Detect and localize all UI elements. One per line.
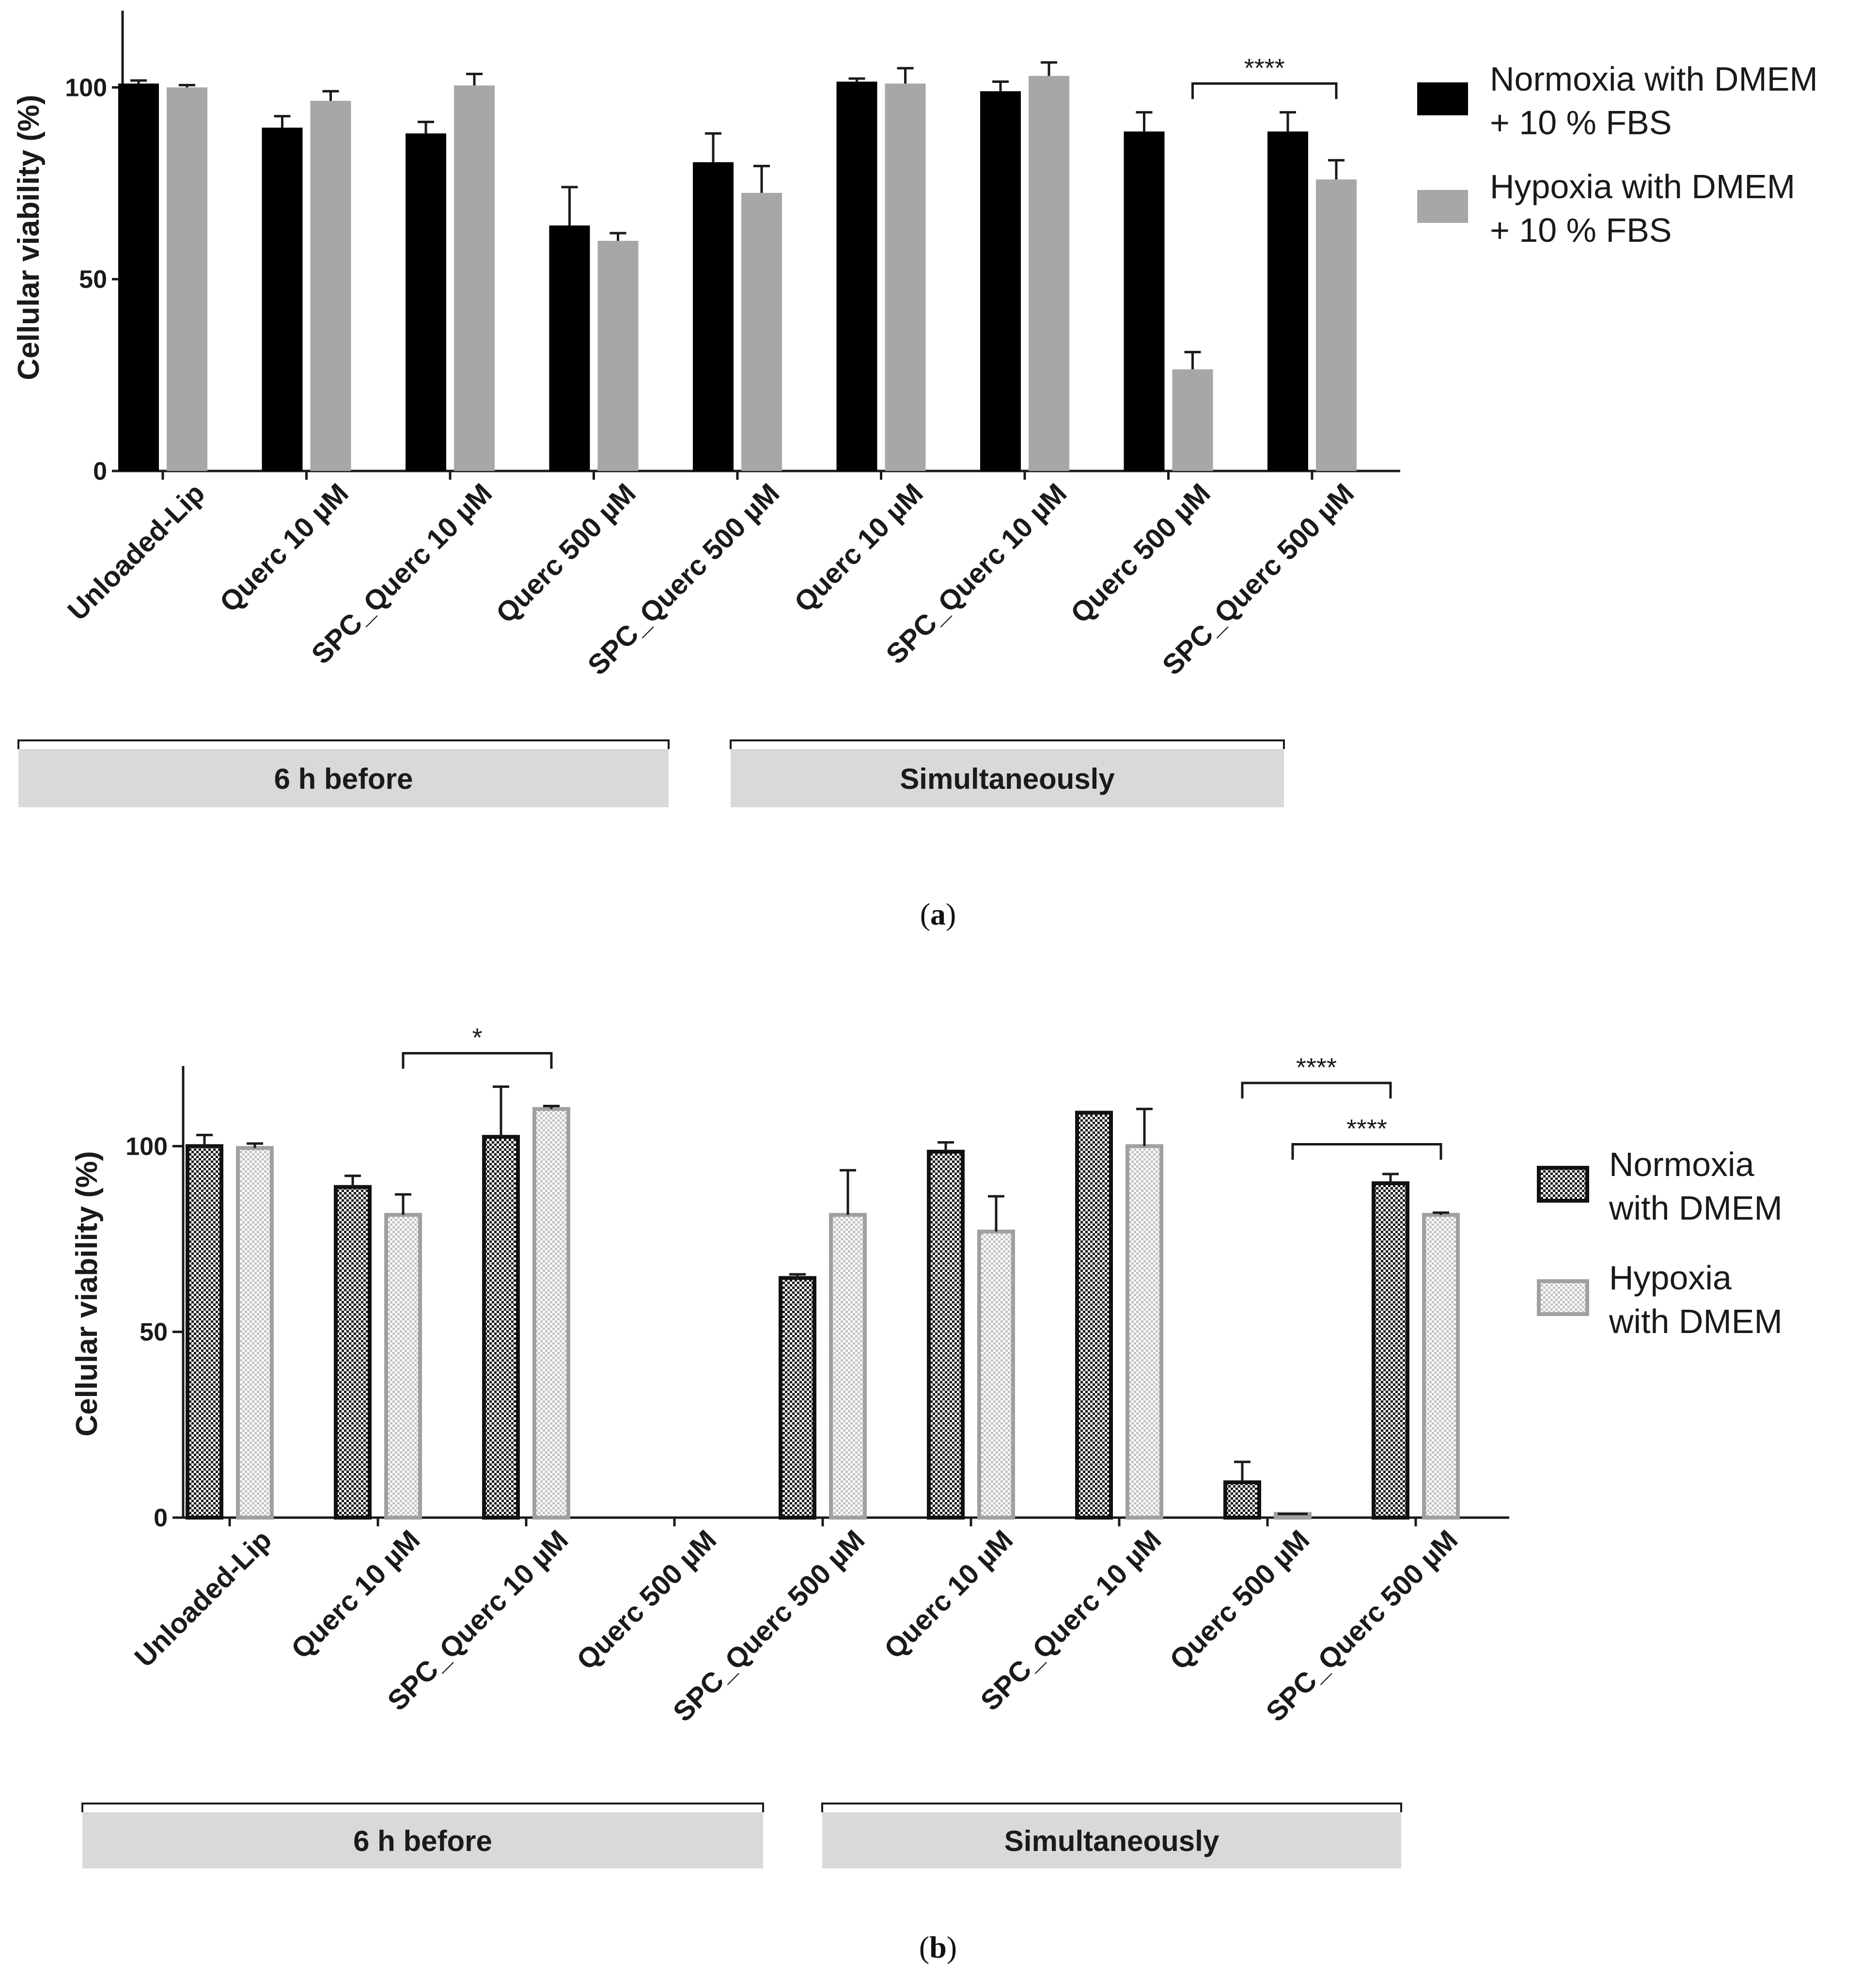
category-label: Querc 10 µM (788, 477, 929, 618)
bar-normoxia (693, 162, 734, 471)
y-tick-label: 50 (140, 1318, 168, 1347)
bar-normoxia (482, 1135, 520, 1520)
category-label: Unloaded-Lip (128, 1524, 278, 1673)
category-label: Querc 10 µM (878, 1524, 1019, 1665)
bar-hypoxia (454, 85, 495, 471)
group-band (82, 1812, 763, 1868)
bar-normoxia (1223, 1480, 1261, 1520)
chart-panel-a: Cellular viability (%) 0 50 100 Unloaded-L… (12, 11, 1818, 931)
group-label: 6 h before (353, 1825, 492, 1857)
bar-normoxia (836, 81, 877, 471)
bar-hypoxia (1029, 76, 1069, 471)
bar-hypoxia (310, 101, 351, 471)
bar-normoxia (406, 133, 446, 471)
legend-swatch-hypoxia (1417, 190, 1468, 223)
bar-normoxia (549, 225, 590, 471)
caption-letter-b: b (929, 1930, 947, 1964)
legend-label: Normoxia with DMEM (1609, 1145, 1782, 1227)
y-tick-label: 0 (154, 1504, 168, 1532)
legend-label: Hypoxia with DMEM (1609, 1259, 1782, 1340)
group-bracket (730, 739, 1285, 749)
significance-bracket (402, 1052, 553, 1069)
category-label: Querc 500 µM (1164, 1524, 1316, 1676)
y-tick-label: 100 (125, 1132, 168, 1161)
chart-panel-b: Cellular viability (%) 0 50 100 Unloaded-L… (70, 1023, 1782, 1964)
significance-bracket (1291, 1143, 1442, 1160)
bar-normoxia (118, 83, 159, 471)
y-tick-label: 100 (65, 74, 107, 102)
bar-hypoxia (532, 1107, 570, 1520)
bar-hypoxia (597, 241, 639, 471)
category-label: Querc 10 µM (214, 477, 355, 618)
group-bracket (821, 1803, 1402, 1812)
category-label: Unloaded-Lip (62, 477, 211, 627)
legend-swatch-normoxia (1537, 1166, 1589, 1203)
y-tick-label: 50 (79, 266, 107, 294)
group-band (18, 749, 669, 807)
bar-normoxia (186, 1144, 223, 1520)
legend-swatch-normoxia (1417, 82, 1468, 115)
bar-normoxia (1075, 1111, 1113, 1520)
category-label: Querc 500 µM (571, 1524, 723, 1676)
group-bracket (81, 1803, 764, 1812)
group-band (822, 1812, 1401, 1868)
bar-hypoxia (829, 1213, 867, 1520)
bar-hypoxia (885, 83, 926, 471)
group-label: 6 h before (274, 763, 413, 795)
panel-caption-b: (b) (919, 1930, 957, 1964)
caption-letter-a: a (930, 897, 946, 931)
bar-normoxia (779, 1276, 816, 1520)
category-label: Querc 500 µM (1064, 477, 1217, 629)
significance-label: **** (1346, 1114, 1387, 1144)
significance-label: **** (1296, 1053, 1337, 1082)
significance-bracket (1191, 82, 1338, 99)
bar-normoxia (1124, 131, 1165, 471)
category-label: Querc 10 µM (285, 1524, 426, 1665)
bar-normoxia (980, 91, 1021, 471)
y-tick-label: 0 (93, 457, 107, 486)
bar-normoxia (1372, 1181, 1409, 1520)
bar-hypoxia (1422, 1213, 1460, 1520)
significance-bracket (1241, 1082, 1392, 1098)
group-label: Simultaneously (900, 763, 1115, 795)
bar-hypoxia (1172, 369, 1213, 471)
bar-normoxia (334, 1185, 372, 1520)
panel-caption-a: (a) (920, 897, 956, 931)
group-bracket (17, 739, 670, 749)
bar-hypoxia (977, 1229, 1015, 1520)
legend-label: Normoxia with DMEM + 10 % FBS (1490, 60, 1818, 141)
category-label: Querc 500 µM (490, 477, 642, 629)
bar-hypoxia (384, 1213, 422, 1520)
y-axis-label: Cellular viability (%) (70, 1151, 104, 1436)
bar-hypoxia (741, 193, 782, 471)
bar-hypoxia (1126, 1144, 1163, 1520)
group-band (731, 749, 1284, 807)
bar-hypoxia (236, 1146, 274, 1520)
bar-normoxia (262, 127, 303, 471)
bar-normoxia (1267, 131, 1308, 471)
bar-normoxia (927, 1149, 965, 1520)
legend-label: Hypoxia with DMEM + 10 % FBS (1490, 168, 1795, 249)
significance-label: * (472, 1023, 482, 1052)
group-label: Simultaneously (1004, 1825, 1219, 1857)
legend-swatch-hypoxia (1537, 1279, 1589, 1316)
bar-hypoxia (167, 87, 207, 471)
y-axis-label: Cellular viability (%) (12, 94, 46, 380)
significance-label: **** (1244, 53, 1285, 82)
bar-hypoxia (1316, 179, 1357, 471)
